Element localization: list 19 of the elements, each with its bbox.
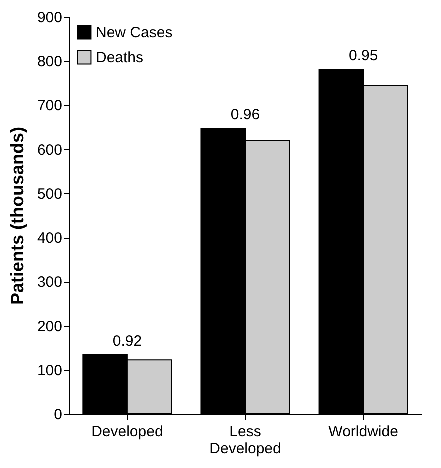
annotation: 0.92 [112,332,142,350]
y-tick-label: 800 [37,54,62,71]
x-tick-label: Worldwide [328,424,398,440]
annotation: 0.96 [230,106,260,124]
y-tick-label: 0 [54,406,62,424]
y-tick-label: 300 [37,274,62,292]
legend-label: New Cases [96,24,173,42]
x-tick-label: Less Developed [210,424,282,458]
y-axis-title: Patients (thousands) [7,126,28,306]
y-tick-label: 200 [37,318,62,336]
y-tick-label: 500 [37,186,62,203]
y-tick-label: 400 [37,230,62,248]
y-tick-label: 900 [37,10,62,26]
y-tick-label: 700 [37,98,62,115]
x-tick-label: Developed [92,424,164,440]
y-tick-label: 600 [37,142,62,159]
legend-label: Deaths [96,50,144,66]
y-tick-label: 100 [37,362,62,380]
annotation: 0.95 [348,47,378,64]
